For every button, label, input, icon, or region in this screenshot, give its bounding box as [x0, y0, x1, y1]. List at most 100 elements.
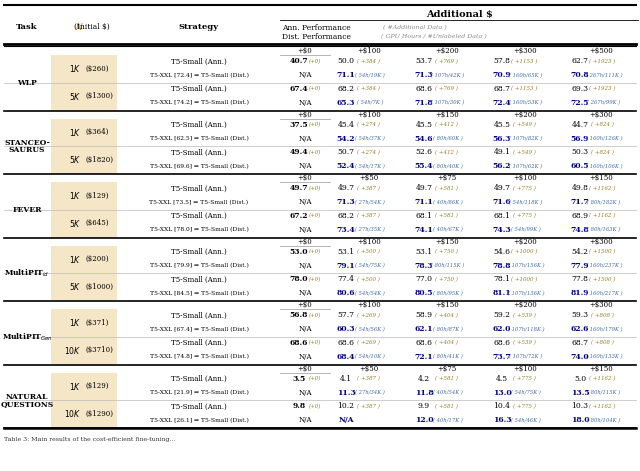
Text: 56.2: 56.2 [493, 162, 511, 170]
Text: T5-Small (Ann.): T5-Small (Ann.) [171, 148, 227, 156]
Text: $\mathit{1K}$: $\mathit{1K}$ [68, 63, 81, 74]
Text: (+0): (+0) [309, 277, 321, 282]
Text: 56.9: 56.9 [571, 135, 589, 143]
Text: 49.4: 49.4 [290, 148, 308, 156]
Text: +$150: +$150 [589, 174, 613, 182]
Text: ( 40h/86K ): ( 40h/86K ) [433, 200, 463, 205]
Text: ( +1000 ): ( +1000 ) [511, 249, 537, 254]
Text: ( +1162 ): ( +1162 ) [589, 213, 615, 219]
Text: +$0: +$0 [298, 174, 312, 182]
Text: T5-Small (Ann.): T5-Small (Ann.) [171, 212, 227, 220]
Text: Ann. Performance: Ann. Performance [282, 24, 351, 32]
Text: +$0: +$0 [298, 301, 312, 309]
Text: +$150: +$150 [435, 111, 459, 119]
Text: ( 160h/106K ): ( 160h/106K ) [586, 164, 622, 169]
Text: T5-XXL [26.1] ⇒ T5-Small (Dist.): T5-XXL [26.1] ⇒ T5-Small (Dist.) [150, 418, 248, 423]
Text: 68.6: 68.6 [415, 85, 433, 93]
Text: 62.0: 62.0 [493, 325, 511, 333]
Text: 49.7: 49.7 [290, 184, 308, 192]
Text: 77.8: 77.8 [572, 276, 589, 284]
Text: FEVER: FEVER [12, 206, 42, 214]
Text: ( 54h/99K ): ( 54h/99K ) [511, 227, 541, 232]
Text: ($3710): ($3710) [86, 346, 114, 354]
Text: +$300: +$300 [589, 111, 613, 119]
Text: T5-Small (Ann.): T5-Small (Ann.) [171, 57, 227, 65]
Text: ( +1500 ): ( +1500 ) [589, 249, 615, 254]
Text: 4.2: 4.2 [418, 375, 430, 383]
Text: ( +824 ): ( +824 ) [591, 122, 613, 127]
Text: ( 267h/111K ): ( 267h/111K ) [586, 73, 622, 78]
Text: 62.7: 62.7 [572, 57, 589, 65]
Text: ( 107h/72K ): ( 107h/72K ) [509, 354, 543, 359]
Text: 60.3: 60.3 [337, 325, 355, 333]
Bar [51, 210, 117, 237]
Text: 80.5: 80.5 [415, 289, 433, 297]
Text: ($1290): ($1290) [86, 410, 114, 418]
Text: 71.3: 71.3 [415, 71, 433, 79]
Text: 68.2: 68.2 [337, 212, 355, 220]
Text: ( 54h/54K ): ( 54h/54K ) [355, 291, 385, 296]
Text: N/A: N/A [298, 71, 312, 79]
Text: 71.7: 71.7 [571, 198, 589, 206]
Text: ( 80h/182K ): ( 80h/182K ) [588, 200, 621, 205]
Text: 57.7: 57.7 [337, 311, 355, 319]
Text: 68.1: 68.1 [493, 212, 511, 220]
Text: 54.2: 54.2 [337, 135, 355, 143]
Text: (Initial $): (Initial $) [74, 23, 110, 31]
Text: 74.0: 74.0 [571, 353, 589, 361]
Text: ( 107h/136K ): ( 107h/136K ) [508, 291, 544, 296]
Text: 67.2: 67.2 [290, 212, 308, 220]
Text: 52.4: 52.4 [337, 162, 355, 170]
Text: ( 54h/75K ): ( 54h/75K ) [355, 263, 385, 268]
Text: T5-XXL [79.9] ⇒ T5-Small (Dist.): T5-XXL [79.9] ⇒ T5-Small (Dist.) [150, 263, 248, 268]
Text: Dist. Performance: Dist. Performance [282, 33, 351, 41]
Text: 52.6: 52.6 [415, 148, 433, 156]
Text: 45.5: 45.5 [415, 121, 433, 129]
Text: $\mathit{5K}$: $\mathit{5K}$ [68, 154, 81, 165]
Text: ( +1923 ): ( +1923 ) [589, 59, 615, 64]
Text: +$0: +$0 [298, 111, 312, 119]
Text: ( 54h/19K ): ( 54h/19K ) [355, 73, 385, 78]
Text: 65.3: 65.3 [337, 99, 355, 107]
Text: 9.8: 9.8 [292, 402, 305, 410]
Text: N/A: N/A [298, 416, 312, 424]
Text: WLP: WLP [17, 79, 37, 87]
Text: ( 107h/62K ): ( 107h/62K ) [509, 164, 543, 169]
Text: +$100: +$100 [357, 301, 381, 309]
Text: ( 54h/10K ): ( 54h/10K ) [355, 354, 385, 359]
Text: 16.3: 16.3 [493, 416, 511, 424]
Bar [51, 337, 117, 365]
Text: SAURUS: SAURUS [9, 146, 45, 154]
Text: (+0): (+0) [309, 213, 321, 219]
Text: ( 27h/35K ): ( 27h/35K ) [355, 227, 385, 232]
Bar [51, 146, 117, 174]
Text: 53.7: 53.7 [415, 57, 433, 65]
Text: T5-Small (Ann.): T5-Small (Ann.) [171, 85, 227, 93]
Text: T5-XXL [84.5] ⇒ T5-Small (Dist.): T5-XXL [84.5] ⇒ T5-Small (Dist.) [150, 291, 248, 296]
Text: ( +274 ): ( +274 ) [356, 122, 380, 127]
Text: 10.2: 10.2 [337, 402, 355, 410]
Text: ( 80h/87K ): ( 80h/87K ) [433, 326, 463, 332]
Text: QUESTIONS: QUESTIONS [1, 400, 54, 408]
Text: ( +269 ): ( +269 ) [356, 313, 380, 318]
Text: T5-Small (Ann.): T5-Small (Ann.) [171, 184, 227, 192]
Text: 11.8: 11.8 [415, 389, 433, 397]
Text: N/A: N/A [339, 416, 354, 424]
Text: 71.1: 71.1 [337, 71, 355, 79]
Text: 74.3: 74.3 [493, 226, 511, 234]
Text: ( 54h/37K ): ( 54h/37K ) [355, 136, 385, 141]
Text: 68.7: 68.7 [572, 339, 589, 347]
Text: ( 54h/17K ): ( 54h/17K ) [355, 164, 385, 169]
Text: N/A: N/A [298, 99, 312, 107]
Text: ($1000): ($1000) [86, 283, 114, 291]
Text: N/A: N/A [298, 325, 312, 333]
Text: N/A: N/A [298, 262, 312, 269]
Text: (+0): (+0) [309, 86, 321, 91]
Text: 9.9: 9.9 [418, 402, 430, 410]
Text: ( 27h/54K ): ( 27h/54K ) [355, 200, 385, 205]
Text: ($129): ($129) [86, 382, 109, 390]
Text: 73.7: 73.7 [493, 353, 511, 361]
Text: Task: Task [16, 23, 38, 31]
Text: 67.4: 67.4 [290, 85, 308, 93]
Text: ($260): ($260) [86, 65, 109, 73]
